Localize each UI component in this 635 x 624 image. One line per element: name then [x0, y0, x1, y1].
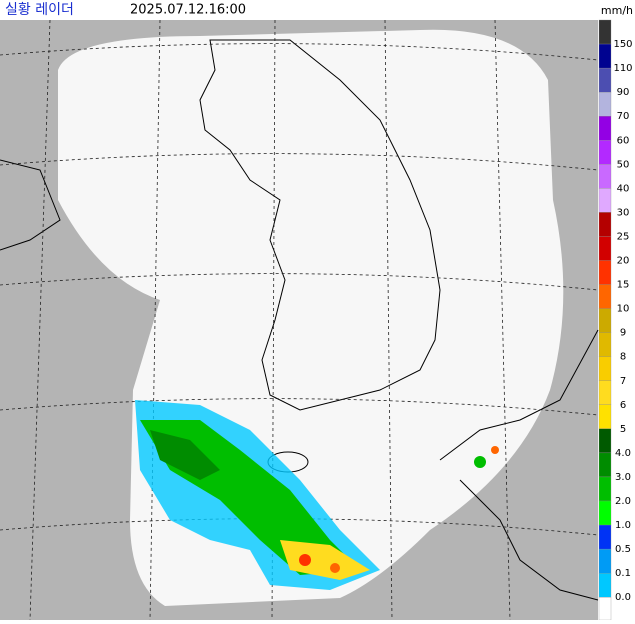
legend-swatch [598, 164, 612, 189]
legend-label: 60 [617, 135, 630, 146]
legend-swatch [598, 236, 612, 261]
legend-swatch [598, 380, 612, 405]
legend-swatch [598, 188, 612, 213]
legend-swatch [598, 116, 612, 141]
legend-swatch [598, 212, 612, 237]
legend-label: 7 [620, 376, 626, 387]
legend-label: 150 [613, 39, 632, 50]
legend-swatch [598, 404, 612, 429]
legend-swatch [598, 476, 612, 502]
legend-swatch [598, 19, 612, 45]
legend-label: 8 [620, 352, 626, 363]
legend-label: 2.0 [615, 496, 631, 507]
legend-label: 0.0 [615, 592, 631, 603]
coastline-japan [439, 329, 599, 601]
legend-swatch [598, 356, 612, 381]
legend-swatch [598, 140, 612, 165]
timestamp: 2025.07.12.16:00 [130, 3, 246, 18]
legend-swatch [598, 260, 612, 285]
legend-label: 30 [617, 207, 630, 218]
legend-label: 70 [617, 111, 630, 122]
legend-swatch [598, 597, 612, 621]
legend-swatch [598, 452, 612, 478]
legend-label: 3.0 [615, 472, 631, 483]
legend-swatch [598, 92, 612, 117]
legend-swatch [598, 308, 612, 333]
legend-swatch [598, 500, 612, 526]
legend-label: 40 [617, 183, 630, 194]
legend-label: 15 [617, 280, 630, 291]
legend-label: 110 [613, 63, 632, 74]
legend-swatch [598, 548, 612, 574]
legend-label: 9 [620, 328, 626, 339]
legend-swatch [598, 428, 612, 454]
legend-label: 1.0 [615, 520, 631, 531]
legend-swatch [598, 524, 612, 550]
legend-swatch [598, 332, 612, 357]
peninsula [199, 39, 441, 411]
legend-swatch [598, 573, 612, 598]
coastline-west [0, 159, 61, 251]
precipitation [135, 400, 499, 590]
legend-label: 0.1 [615, 568, 631, 579]
unit: mm/h [601, 4, 633, 17]
legend-swatch [598, 43, 612, 69]
legend-label: 5 [620, 424, 626, 435]
legend-label: 0.5 [615, 544, 631, 555]
legend-label: 25 [617, 231, 630, 242]
map [0, 19, 599, 621]
legend-label: 6 [620, 400, 626, 411]
legend: 150 110 90 70 60 50 40 30 25 20 15 10 9 8 7 6 5 4.0 3.0 2.0… [598, 19, 633, 621]
legend-label: 4.0 [615, 448, 631, 459]
legend-label: 10 [617, 304, 630, 315]
legend-label: 90 [617, 87, 630, 98]
title: 실황 레이더 [5, 2, 74, 18]
legend-label: 50 [617, 159, 630, 170]
legend-swatch [598, 67, 612, 93]
legend-swatch [598, 284, 612, 309]
legend-label: 20 [617, 256, 630, 267]
